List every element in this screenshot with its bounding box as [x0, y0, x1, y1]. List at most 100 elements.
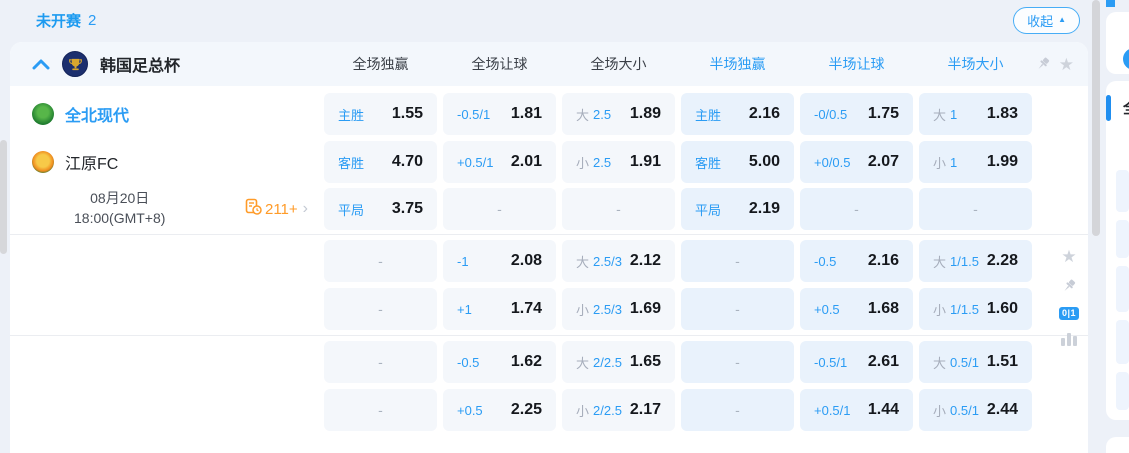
odds-cell[interactable]: 平局 3.75	[324, 188, 437, 230]
odds-cell[interactable]: 大 2/2.5 1.65	[562, 341, 675, 383]
odds-cell[interactable]: -0.5/1 1.81	[443, 93, 556, 135]
odds-label: -0.5/1	[814, 354, 848, 370]
away-team-name[interactable]: 江原FC	[65, 156, 119, 173]
odds-cell[interactable]: -	[800, 188, 913, 230]
odds-cell[interactable]: 大 1/1.5 2.28	[919, 240, 1032, 282]
pin-icon[interactable]	[1035, 56, 1051, 72]
topbar: 未开赛 2 收起 ▲	[10, 0, 1088, 40]
odds-cell[interactable]: -	[681, 288, 794, 330]
scrollbar-thumb[interactable]	[1092, 0, 1100, 236]
alt-odds-row: - -1 2.08 大 2.5/3 2.12- -0.5 2.16 大 1/1.5 2.28	[10, 237, 1088, 285]
odds-cell[interactable]: +0.5 1.68	[800, 288, 913, 330]
status-label: 未开赛	[36, 12, 82, 30]
favorite-star-icon[interactable]: ★	[1061, 247, 1077, 266]
odds-cell[interactable]: 大 1 1.83	[919, 93, 1032, 135]
odds-cell[interactable]: -0.5 2.16	[800, 240, 913, 282]
odds-cell[interactable]: 主胜 2.16	[681, 93, 794, 135]
odds-value: 2.12	[629, 252, 661, 269]
home-team-name[interactable]: 全北现代	[65, 108, 130, 125]
odds-cell[interactable]: -	[324, 288, 437, 330]
odds-value: 3.75	[391, 200, 423, 217]
odds-label-group: 小 0.5/1	[933, 401, 979, 420]
odds-cell[interactable]: -	[324, 389, 437, 431]
odds-cell[interactable]: 大 0.5/1 1.51	[919, 341, 1032, 383]
odds-cell[interactable]: 客胜 4.70	[324, 141, 437, 183]
score-badge[interactable]: 0|1	[1058, 307, 1080, 320]
odds-label: -0.5	[457, 354, 480, 370]
odds-cell[interactable]: -	[919, 188, 1032, 230]
stats-bar-chart-icon[interactable]	[1061, 333, 1077, 346]
side-panel-row[interactable]	[1116, 320, 1129, 364]
odds-cell[interactable]: -0.5 1.62	[443, 341, 556, 383]
odds-cell[interactable]: -	[681, 389, 794, 431]
odds-cell[interactable]: 小 0.5/1 2.44	[919, 389, 1032, 431]
odds-label-group: -1	[457, 254, 469, 269]
star-icon[interactable]: ★	[1058, 54, 1074, 74]
over-under-prefix: 小	[576, 155, 590, 171]
collapse-button[interactable]: 收起 ▲	[1013, 6, 1080, 34]
odds-cell[interactable]: 小 1 1.99	[919, 141, 1032, 183]
odds-cell[interactable]: 主胜 1.55	[324, 93, 437, 135]
match-time: 18:00(GMT+8)	[74, 210, 166, 226]
odds-cell[interactable]: +0.5/1 2.01	[443, 141, 556, 183]
odds-cell[interactable]: -	[324, 240, 437, 282]
odds-cell[interactable]: 小 2.5 1.91	[562, 141, 675, 183]
more-markets-link[interactable]: 211+ ›	[245, 198, 308, 220]
odds-value: 2.16	[748, 105, 780, 122]
side-panel-tab-label[interactable]: 全	[1123, 97, 1129, 118]
side-panel-card-top	[1106, 12, 1129, 74]
chevron-up-icon[interactable]	[32, 58, 50, 70]
odds-cell[interactable]: -	[562, 188, 675, 230]
odds-label: 2/2.5	[593, 402, 622, 418]
odds-cell[interactable]: 小 1/1.5 1.60	[919, 288, 1032, 330]
odds-cell[interactable]: -	[443, 188, 556, 230]
over-under-prefix: 小	[933, 155, 947, 171]
odds-cell[interactable]: -	[681, 240, 794, 282]
side-panel-row[interactable]	[1116, 266, 1129, 312]
odds-cell[interactable]: -	[324, 341, 437, 383]
markets-count: 211+	[264, 200, 298, 218]
side-panel-row[interactable]	[1116, 170, 1129, 212]
odds-label: +0.5/1	[457, 154, 494, 170]
odds-label-group: 大 2/2.5	[576, 353, 622, 372]
odds-label: 1	[950, 106, 958, 122]
odds-label: 2.5/3	[593, 253, 622, 269]
side-panel-row[interactable]	[1116, 220, 1129, 258]
home-team-row: 全北现代 主胜 1.55 -0.5/1 1.81 大 2.5 1.89 主胜 2.16 -0/0.…	[10, 90, 1088, 138]
away-team-info: 江原FC	[10, 150, 324, 174]
over-under-prefix: 小	[933, 302, 947, 318]
odds-cell[interactable]: +0.5 2.25	[443, 389, 556, 431]
odds-cell[interactable]: +1 1.74	[443, 288, 556, 330]
vertical-scrollbar[interactable]	[1091, 0, 1101, 453]
empty-odds-dash: -	[378, 301, 383, 317]
odds-cell[interactable]: 大 2.5/3 2.12	[562, 240, 675, 282]
odds-label-group: +1	[457, 302, 472, 317]
odds-cell[interactable]: +0.5/1 1.44	[800, 389, 913, 431]
odds-label-group: 小 1/1.5	[933, 300, 979, 319]
side-panel-blue-icon[interactable]	[1123, 48, 1129, 70]
odds-cell[interactable]: +0/0.5 2.07	[800, 141, 913, 183]
over-under-prefix: 大	[576, 107, 590, 123]
odds-cells-row: - -1 2.08 大 2.5/3 2.12- -0.5 2.16 大 1/1.5 2.28	[324, 240, 1032, 282]
left-scrollbar-thumb[interactable]	[0, 140, 7, 254]
odds-cell[interactable]: -0/0.5 1.75	[800, 93, 913, 135]
odds-cell[interactable]: -0.5/1 2.61	[800, 341, 913, 383]
pin-icon[interactable]	[1061, 278, 1077, 294]
odds-cell[interactable]: 平局 2.19	[681, 188, 794, 230]
odds-cell[interactable]: -1 2.08	[443, 240, 556, 282]
league-name[interactable]: 韩国足总杯	[100, 58, 181, 75]
odds-label-group: 平局	[338, 200, 364, 219]
odds-value: 2.17	[629, 401, 661, 418]
odds-cell[interactable]: 大 2.5 1.89	[562, 93, 675, 135]
league-header-row: 韩国足总杯 全场独赢 全场让球 全场大小 半场独赢 半场让球 半场大小	[10, 42, 1088, 86]
odds-value: 2.44	[986, 401, 1018, 418]
side-panel-row[interactable]	[1116, 372, 1129, 410]
odds-cell[interactable]: 客胜 5.00	[681, 141, 794, 183]
odds-value: 1.91	[629, 153, 661, 170]
odds-cell[interactable]: 小 2.5/3 1.69	[562, 288, 675, 330]
odds-cell[interactable]: 小 2/2.5 2.17	[562, 389, 675, 431]
odds-cells-row: - +0.5 2.25 小 2/2.5 2.17- +0.5/1 1.44 小 0.5/1 2.44	[324, 389, 1032, 431]
odds-cell[interactable]: -	[681, 341, 794, 383]
over-under-prefix: 大	[933, 355, 947, 371]
